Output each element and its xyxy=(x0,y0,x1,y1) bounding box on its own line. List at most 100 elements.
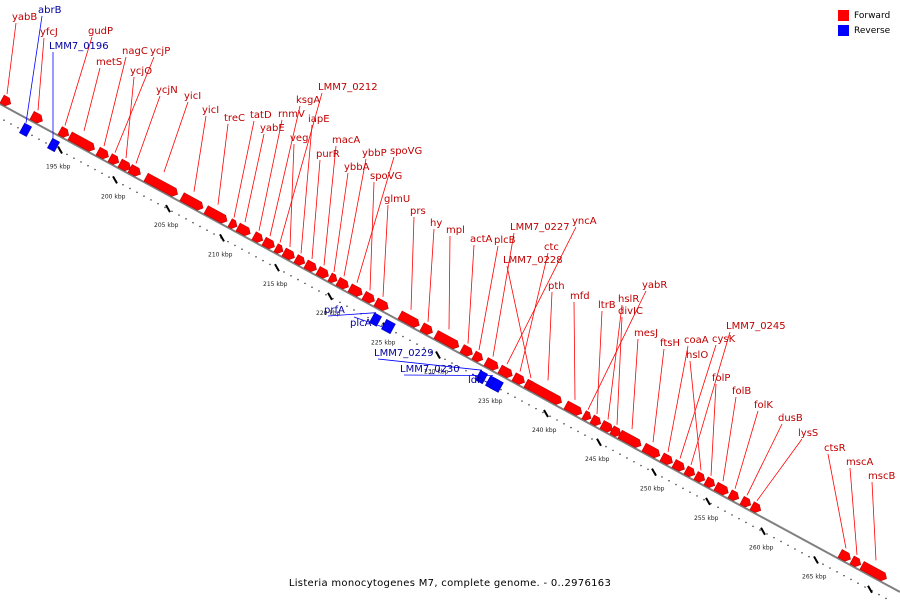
gene-label[interactable]: yicI xyxy=(184,91,201,102)
gene-arrow[interactable] xyxy=(127,164,143,179)
gene-label[interactable]: yicI xyxy=(202,105,219,116)
gene-arrow[interactable] xyxy=(671,459,687,473)
gene-arrow[interactable] xyxy=(203,205,229,225)
gene-arrow[interactable] xyxy=(67,131,97,153)
gene-arrow[interactable] xyxy=(235,222,253,238)
gene-label[interactable]: lysS xyxy=(798,428,818,439)
gene-arrow[interactable] xyxy=(47,137,60,153)
gene-arrow[interactable] xyxy=(497,364,515,380)
gene-label[interactable]: gudP xyxy=(88,26,113,37)
gene-label[interactable]: ycjN xyxy=(156,85,178,96)
gene-arrow[interactable] xyxy=(251,231,265,245)
gene-label[interactable]: hslR xyxy=(618,294,639,305)
gene-label[interactable]: purR xyxy=(316,149,340,160)
gene-label[interactable]: yabE xyxy=(260,123,285,134)
gene-label[interactable]: nagC xyxy=(122,46,148,57)
gene-label[interactable]: treC xyxy=(224,113,245,124)
gene-arrow[interactable] xyxy=(693,471,707,484)
gene-label[interactable]: prs xyxy=(410,206,426,217)
gene-arrow[interactable] xyxy=(483,357,501,373)
gene-arrow[interactable] xyxy=(303,259,319,274)
gene-label[interactable]: hy xyxy=(430,218,442,229)
gene-arrow[interactable] xyxy=(527,381,564,406)
gene-arrow[interactable] xyxy=(369,312,382,327)
gene-arrow[interactable] xyxy=(0,94,13,108)
gene-label[interactable]: tatD xyxy=(250,110,272,121)
gene-arrow[interactable] xyxy=(347,283,365,299)
gene-label[interactable]: ybbP xyxy=(362,148,387,159)
gene-label[interactable]: ycjP xyxy=(150,46,170,57)
gene-arrow[interactable] xyxy=(315,266,331,280)
gene-arrow[interactable] xyxy=(281,247,297,262)
gene-label[interactable]: ybbA xyxy=(344,162,370,173)
gene-label[interactable]: glmU xyxy=(384,194,410,205)
gene-label[interactable]: ctsR xyxy=(824,443,846,454)
gene-label[interactable]: LMM7_0228 xyxy=(503,255,563,266)
gene-arrow[interactable] xyxy=(95,146,111,161)
gene-label[interactable]: LMM7_0230 xyxy=(400,364,460,375)
gene-arrow[interactable] xyxy=(489,377,504,393)
gene-label[interactable]: LMM7_0196 xyxy=(49,41,109,52)
gene-arrow[interactable] xyxy=(179,192,205,212)
gene-label[interactable]: mscA xyxy=(846,457,873,468)
gene-label[interactable]: veg xyxy=(290,133,308,144)
gene-label[interactable]: LMM7_0245 xyxy=(726,321,786,332)
gene-arrow[interactable] xyxy=(589,414,603,428)
gene-arrow[interactable] xyxy=(749,501,763,515)
gene-arrow[interactable] xyxy=(459,344,475,359)
gene-arrow[interactable] xyxy=(475,369,488,385)
gene-label[interactable]: iapE xyxy=(308,114,330,125)
gene-label[interactable]: mpl xyxy=(446,225,465,236)
gene-arrow[interactable] xyxy=(57,126,71,140)
gene-label[interactable]: divIC xyxy=(618,306,643,317)
gene-arrow[interactable] xyxy=(837,549,853,563)
gene-arrow[interactable] xyxy=(511,372,527,387)
gene-label[interactable]: LMM7_0227 xyxy=(510,222,570,233)
gene-label[interactable]: spoVG xyxy=(390,146,422,157)
gene-arrow[interactable] xyxy=(849,555,863,569)
gene-label[interactable]: yabR xyxy=(642,280,667,291)
gene-arrow[interactable] xyxy=(117,158,133,173)
gene-arrow[interactable] xyxy=(739,496,753,509)
gene-arrow[interactable] xyxy=(397,310,422,329)
gene-arrow[interactable] xyxy=(641,442,662,459)
gene-arrow[interactable] xyxy=(859,561,889,582)
gene-label[interactable]: plcA xyxy=(350,318,372,329)
gene-label[interactable]: spoVG xyxy=(370,171,402,182)
gene-label[interactable]: cysK xyxy=(712,334,736,345)
gene-arrow[interactable] xyxy=(107,153,121,167)
gene-arrow[interactable] xyxy=(273,243,285,256)
gene-arrow[interactable] xyxy=(433,330,461,350)
gene-arrow[interactable] xyxy=(335,276,351,291)
gene-arrow[interactable] xyxy=(419,322,435,337)
gene-label[interactable]: mscB xyxy=(868,471,895,482)
gene-arrow[interactable] xyxy=(227,218,239,231)
gene-arrow[interactable] xyxy=(373,297,391,313)
gene-arrow[interactable] xyxy=(19,122,32,137)
gene-label[interactable]: folP xyxy=(712,373,730,384)
gene-arrow[interactable] xyxy=(261,236,277,251)
gene-label[interactable]: folB xyxy=(732,386,751,397)
gene-label[interactable]: plcB xyxy=(494,235,516,246)
gene-label[interactable]: abrB xyxy=(38,5,62,16)
gene-label[interactable]: ldh xyxy=(468,375,483,386)
gene-arrow[interactable] xyxy=(727,489,741,503)
gene-arrow[interactable] xyxy=(617,429,643,449)
gene-label[interactable]: ftsH xyxy=(660,338,680,349)
gene-label[interactable]: mesJ xyxy=(634,328,658,339)
gene-arrow[interactable] xyxy=(713,481,731,497)
gene-arrow[interactable] xyxy=(581,410,593,423)
gene-label[interactable]: rnmV xyxy=(278,109,305,120)
gene-label[interactable]: LMM7_0229 xyxy=(374,348,434,359)
gene-label[interactable]: yabB xyxy=(12,12,37,23)
gene-label[interactable]: yncA xyxy=(572,216,597,227)
gene-label[interactable]: macA xyxy=(332,135,360,146)
gene-label[interactable]: LMM7_0212 xyxy=(318,82,378,93)
gene-arrow[interactable] xyxy=(327,272,339,285)
gene-arrow[interactable] xyxy=(703,476,717,490)
gene-label[interactable]: ksgA xyxy=(296,95,320,106)
gene-arrow[interactable] xyxy=(361,291,377,305)
gene-label[interactable]: dusB xyxy=(778,413,803,424)
gene-arrow[interactable] xyxy=(471,350,485,364)
gene-arrow[interactable] xyxy=(293,254,307,268)
